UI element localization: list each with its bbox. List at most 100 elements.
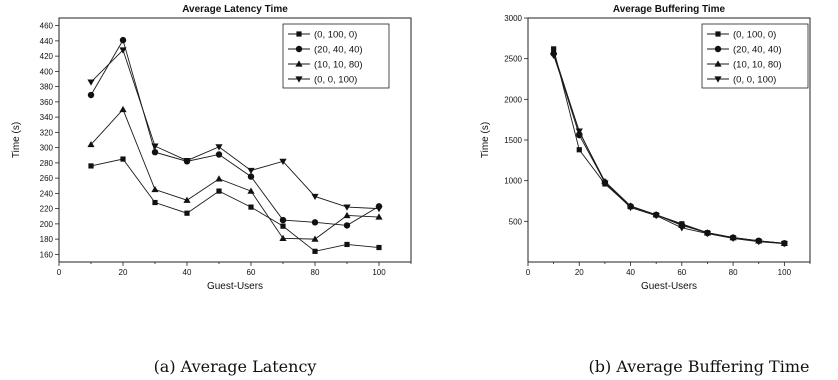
- legend-marker: [715, 31, 721, 37]
- data-point: [311, 193, 319, 201]
- data-point: [248, 204, 254, 210]
- legend-marker: [296, 31, 302, 37]
- series-3: [87, 47, 383, 213]
- y-axis-label: Time (s): [11, 122, 22, 158]
- series-0: [88, 156, 382, 254]
- y-tick-label: 360: [40, 98, 54, 107]
- y-axis-label: Time (s): [480, 122, 491, 158]
- data-point: [311, 219, 319, 226]
- legend-label: (10, 10, 80): [314, 60, 363, 71]
- data-point: [755, 239, 763, 246]
- legend-marker: [714, 76, 722, 83]
- series-line: [90, 158, 380, 252]
- x-tick-label: 60: [677, 268, 686, 277]
- data-point: [344, 241, 350, 248]
- data-point: [550, 52, 558, 60]
- data-point: [215, 175, 223, 182]
- data-point: [343, 222, 351, 229]
- chart-title: Average Buffering Time: [613, 4, 726, 15]
- x-tick-label: 80: [729, 268, 738, 277]
- x-tick-label: 20: [575, 268, 584, 277]
- y-tick-label: 2000: [504, 95, 522, 104]
- series-3: [550, 52, 788, 248]
- data-point: [151, 143, 159, 150]
- data-point: [119, 105, 127, 113]
- data-point: [183, 196, 191, 203]
- y-tick-label: 180: [40, 235, 54, 244]
- legend-label: (0, 100, 0): [733, 30, 776, 41]
- data-point: [87, 79, 95, 86]
- figure-caption: (a) Average Latency: [154, 357, 317, 376]
- y-tick-label: 260: [40, 174, 54, 183]
- x-tick-label: 0: [526, 268, 531, 277]
- data-point: [119, 36, 127, 44]
- legend-marker: [714, 45, 722, 53]
- y-tick-label: 460: [40, 22, 54, 31]
- data-point: [343, 204, 351, 211]
- y-tick-label: 1500: [504, 136, 522, 145]
- data-point: [87, 91, 95, 99]
- data-point: [151, 149, 159, 156]
- data-point: [780, 241, 788, 248]
- data-point: [343, 211, 351, 219]
- x-axis-label: Guest-Users: [207, 281, 263, 292]
- data-point: [247, 173, 255, 180]
- y-tick-label: 320: [40, 128, 54, 137]
- y-tick-label: 280: [40, 159, 54, 168]
- data-point: [652, 213, 660, 220]
- x-tick-label: 0: [57, 268, 62, 277]
- data-point: [88, 163, 94, 169]
- y-tick-label: 2500: [504, 55, 522, 64]
- legend-label: (0, 0, 100): [314, 75, 357, 86]
- series-line: [90, 49, 380, 210]
- legend-label: (20, 40, 40): [314, 45, 363, 56]
- data-point: [184, 210, 190, 216]
- data-point: [247, 187, 255, 194]
- data-point: [678, 225, 686, 232]
- data-point: [279, 234, 287, 241]
- series-line: [553, 55, 785, 245]
- series-line: [90, 108, 380, 240]
- data-point: [183, 157, 191, 165]
- y-tick-label: 3000: [504, 14, 522, 23]
- legend-label: (10, 10, 80): [733, 60, 782, 71]
- data-point: [119, 47, 127, 54]
- legend: (0, 100, 0) (20, 40, 40) (10, 10, 80) (0, 0…: [701, 23, 809, 89]
- data-point: [152, 199, 158, 206]
- buffering-chart: Average Buffering Time 0 20 40 60 80 100 500 100…: [480, 4, 811, 376]
- y-tick-label: 400: [40, 67, 54, 76]
- data-point: [279, 216, 287, 224]
- legend-marker: [295, 76, 303, 83]
- x-tick-label: 40: [626, 268, 635, 277]
- x-tick-label: 100: [778, 268, 792, 277]
- legend-label: (0, 100, 0): [314, 30, 357, 41]
- data-point: [120, 156, 126, 162]
- x-tick-label: 20: [119, 268, 128, 277]
- data-point: [151, 185, 159, 193]
- latency-chart: Average Latency Time 0 20 40 60 80 100 160 180 20…: [11, 4, 412, 376]
- legend-label: (0, 0, 100): [733, 75, 776, 86]
- y-tick-label: 200: [40, 220, 54, 229]
- x-tick-label: 60: [247, 268, 256, 277]
- y-tick-label: 500: [509, 217, 523, 226]
- data-point: [375, 213, 383, 220]
- legend-marker: [295, 45, 303, 53]
- data-point: [87, 140, 95, 148]
- y-tick-label: 340: [40, 113, 54, 122]
- y-tick-label: 220: [40, 205, 54, 214]
- y-tick-label: 1000: [504, 177, 522, 186]
- x-tick-label: 100: [372, 268, 386, 277]
- data-point: [375, 206, 383, 213]
- data-point: [575, 128, 583, 135]
- data-point: [312, 248, 318, 254]
- legend-label: (20, 40, 40): [733, 45, 782, 56]
- data-point: [215, 151, 223, 158]
- data-point: [729, 235, 737, 243]
- data-point: [215, 144, 223, 151]
- data-point: [376, 244, 382, 251]
- legend: (0, 100, 0) (20, 40, 40) (10, 10, 80) (0, 0…: [282, 23, 390, 89]
- plot-frame: [58, 17, 412, 263]
- data-point: [279, 158, 287, 165]
- data-point: [311, 235, 319, 242]
- series-line: [90, 38, 380, 226]
